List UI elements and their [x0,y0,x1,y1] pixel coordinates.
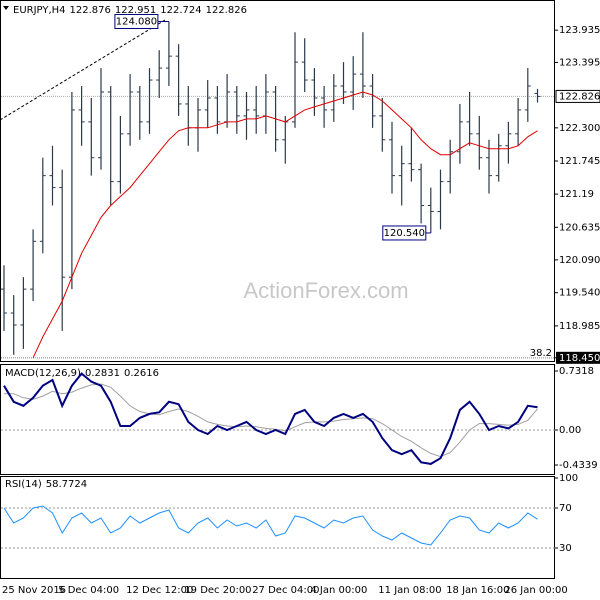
trend-line [0,19,166,121]
x-tick-label: 11 Jan 08:00 [378,585,441,596]
moving-average [32,91,538,359]
y-tick-label: -0.4339 [559,460,598,471]
rsi-value: 58.7724 [46,479,87,490]
macd-value: 0.2831 [85,368,120,379]
signal-line [4,383,538,458]
rsi-line [3,505,538,546]
macd-line [3,372,538,465]
x-tick-label: 26 Jan 00:00 [504,585,567,596]
symbol: EURJPY,H4 [13,5,66,16]
annotation-label: 120.540 [384,228,425,239]
rsi-header: RSI(14) 58.7724 [5,479,87,490]
annotation-label: 124.080 [116,17,157,28]
y-tick-label: 123.395 [559,57,600,68]
macd-header: MACD(12,26,9) 0.2831 0.2616 [5,368,159,379]
y-tick-label: 119.540 [559,288,600,299]
y-tick-label: 122.300 [559,123,600,134]
price-box [555,89,600,103]
macd-title: MACD(12,26,9) [5,368,81,379]
y-tick-label: 118.985 [559,321,600,332]
y-tick-label: 120.635 [559,222,600,233]
watermark: ActionForex.com [243,278,408,303]
x-tick-label: 27 Dec 04:00 [252,585,319,596]
x-tick-label: 12 Dec 12:00 [126,585,193,596]
price-label: 122.826 [559,91,600,102]
x-tick-label: 4 Jan 00:00 [310,585,367,596]
open-value: 122.876 [70,5,111,16]
signal-value: 0.2616 [124,368,159,379]
low-value: 122.724 [160,5,201,16]
y-tick-label: 0.00 [559,425,581,436]
y-tick-label: 120.090 [559,255,600,266]
y-tick-label: 100 [559,473,578,484]
menu-arrow [3,6,9,10]
price-panel [0,0,555,362]
x-tick-label: 18 Jan 16:00 [446,585,509,596]
close-value: 122.826 [206,5,247,16]
y-tick-label: 121.745 [559,156,600,167]
fib-label: 38.2 [530,348,552,359]
y-tick-label: 123.935 [559,25,600,36]
high-value: 122.951 [115,5,156,16]
y-tick-label: 0.7318 [559,366,594,377]
y-tick-label: 118.450 [559,353,600,364]
x-tick-label: 25 Nov 2016 [2,585,66,596]
x-tick-label: 5 Dec 04:00 [58,585,119,596]
rsi-panel [0,476,555,579]
macd-panel [0,364,555,475]
y-tick-label: 30 [559,543,572,554]
rsi-title: RSI(14) [5,479,42,490]
y-tick-label: 121.19 [559,189,594,200]
y-tick-label: 70 [559,503,572,514]
fib-tick-box [556,351,600,364]
price-header: EURJPY,H4 122.876 122.951 122.724 122.826 [13,5,247,16]
x-tick-label: 19 Dec 20:00 [184,585,251,596]
